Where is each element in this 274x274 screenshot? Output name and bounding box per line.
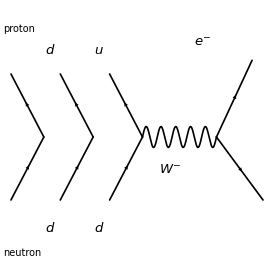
Text: d: d bbox=[45, 44, 53, 57]
Text: d: d bbox=[95, 222, 103, 235]
Text: u: u bbox=[95, 44, 103, 57]
Text: neutron: neutron bbox=[3, 249, 41, 258]
Text: $e^{-}$: $e^{-}$ bbox=[194, 36, 212, 49]
Text: proton: proton bbox=[3, 24, 35, 34]
Text: $W^{-}$: $W^{-}$ bbox=[159, 163, 181, 176]
Text: d: d bbox=[45, 222, 53, 235]
